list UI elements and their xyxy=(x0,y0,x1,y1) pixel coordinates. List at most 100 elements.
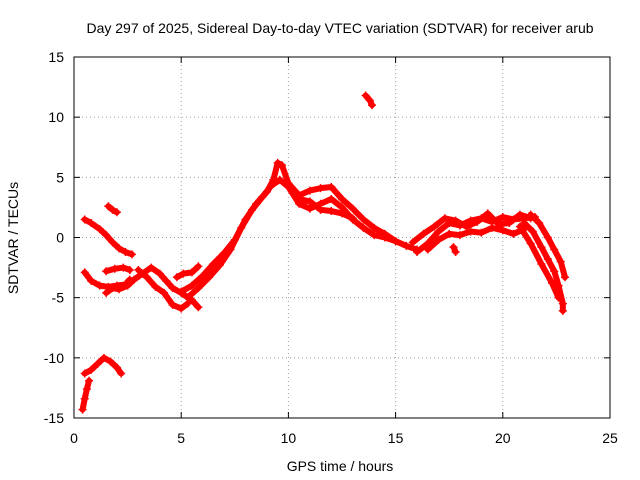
chart-title: Day 297 of 2025, Sidereal Day-to-day VTE… xyxy=(86,20,593,36)
data-point xyxy=(258,192,267,201)
data-point xyxy=(172,273,181,282)
data-point xyxy=(106,357,115,366)
data-point xyxy=(237,223,246,232)
data-point xyxy=(423,245,432,254)
data-point xyxy=(80,394,89,403)
data-point xyxy=(338,194,346,203)
data-point xyxy=(194,262,203,271)
series-trace-a xyxy=(79,377,93,413)
data-point xyxy=(402,241,411,250)
data-point xyxy=(380,233,389,242)
data-point xyxy=(102,288,111,297)
data-point xyxy=(430,222,439,231)
data-point xyxy=(160,288,169,297)
data-point xyxy=(147,263,156,272)
series-trace-p xyxy=(424,224,528,253)
data-point xyxy=(115,244,124,253)
data-point xyxy=(498,213,507,222)
data-point xyxy=(187,268,196,277)
data-point xyxy=(78,405,87,414)
data-point xyxy=(187,281,196,290)
data-point xyxy=(198,272,207,281)
data-point xyxy=(548,279,557,288)
data-point xyxy=(275,175,284,184)
data-point xyxy=(462,222,471,231)
data-point xyxy=(108,284,117,293)
data-point xyxy=(505,219,514,228)
data-point xyxy=(550,267,559,276)
data-point xyxy=(127,250,136,259)
data-point xyxy=(277,161,286,170)
data-point xyxy=(305,204,314,213)
data-point xyxy=(115,285,124,294)
data-point xyxy=(316,205,325,214)
data-point xyxy=(102,267,111,276)
data-point xyxy=(121,247,130,256)
data-point xyxy=(327,207,336,216)
data-point xyxy=(526,210,535,219)
data-point xyxy=(348,204,357,213)
data-point xyxy=(359,215,368,224)
data-point xyxy=(102,231,111,240)
data-point xyxy=(155,269,164,278)
data-point xyxy=(177,304,186,313)
data-point xyxy=(451,247,460,256)
data-point xyxy=(488,223,497,232)
data-point xyxy=(316,184,325,193)
data-point xyxy=(80,268,89,277)
data-point xyxy=(123,281,132,290)
data-point xyxy=(509,229,518,238)
series-trace-b xyxy=(81,354,125,377)
data-point xyxy=(556,257,565,266)
x-tick-label: 15 xyxy=(388,430,404,446)
data-point xyxy=(108,205,117,214)
data-point xyxy=(451,216,460,225)
data-point xyxy=(558,306,567,315)
data-point xyxy=(80,369,89,378)
data-point xyxy=(215,261,224,270)
data-point xyxy=(408,238,417,247)
data-point xyxy=(305,197,314,206)
series-trace-o xyxy=(409,210,534,246)
data-layer xyxy=(78,91,569,414)
data-point xyxy=(87,219,96,228)
data-point xyxy=(359,223,368,232)
x-tick-label: 10 xyxy=(281,430,297,446)
data-point xyxy=(466,227,475,236)
data-point xyxy=(498,226,507,235)
data-point xyxy=(558,299,567,308)
y-tick-label: 0 xyxy=(56,230,64,246)
data-point xyxy=(209,259,218,268)
data-point xyxy=(125,265,134,274)
data-point xyxy=(104,202,113,211)
y-tick-label: -10 xyxy=(44,350,64,366)
data-point xyxy=(413,247,422,256)
data-point xyxy=(142,273,151,282)
data-point xyxy=(93,359,102,368)
series-trace-i xyxy=(173,263,202,281)
data-point xyxy=(365,96,374,105)
data-point xyxy=(110,264,119,273)
data-point xyxy=(535,219,544,228)
data-point xyxy=(95,281,104,290)
data-point xyxy=(526,239,535,248)
y-tick-label: 5 xyxy=(56,169,64,185)
data-point xyxy=(338,209,346,218)
series-trace-s xyxy=(527,211,568,281)
data-point xyxy=(537,243,546,252)
data-point xyxy=(80,215,89,224)
data-point xyxy=(327,182,336,191)
data-point xyxy=(194,284,203,293)
data-point xyxy=(515,210,524,219)
data-point xyxy=(305,186,314,195)
data-point xyxy=(112,363,121,372)
data-point xyxy=(368,101,377,110)
data-point xyxy=(95,225,104,234)
data-point xyxy=(100,353,109,362)
series-trace-k xyxy=(184,176,399,301)
data-point xyxy=(455,231,464,240)
data-point xyxy=(273,158,282,167)
data-point xyxy=(515,222,524,231)
data-point xyxy=(177,287,186,296)
